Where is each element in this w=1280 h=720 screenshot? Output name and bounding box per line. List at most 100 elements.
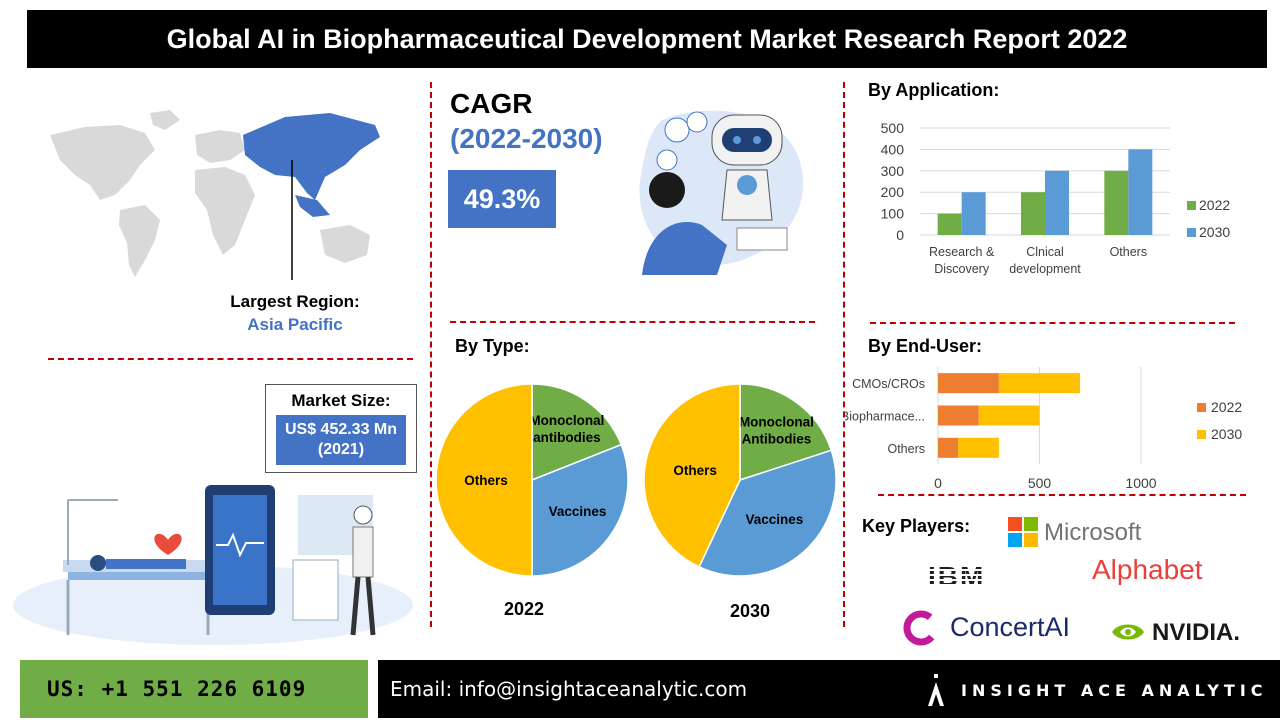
app-legend-swatch: [1187, 201, 1196, 210]
enduser-legend-swatch: [1197, 430, 1206, 439]
enduser-bar: [938, 373, 999, 394]
enduser-legend-swatch: [1197, 403, 1206, 412]
footer-phone[interactable]: US: +1 551 226 6109: [47, 677, 307, 701]
end-user-bar-chart: 0 500 1000 CMOs/CROs Biopharmace... Others 202…: [845, 367, 1242, 491]
app-y-tick-label: 0: [896, 227, 904, 243]
market-size-value-box: US$ 452.33 Mn (2021): [276, 415, 406, 465]
microsoft-squares-icon: [1008, 517, 1038, 547]
pie-slice: [698, 449, 837, 577]
pie-slice-label: Vaccines: [549, 504, 607, 519]
largest-region-value: Asia Pacific: [247, 315, 343, 334]
enduser-bar: [938, 437, 959, 458]
nvidia-name: NVIDIA.: [1152, 619, 1241, 646]
page-title: Global AI in Biopharmaceutical Developme…: [166, 24, 1128, 54]
concertai-logo: ConcertAI: [902, 609, 1092, 647]
app-y-tick-label: 500: [881, 120, 905, 136]
by-end-user-title: By End-User:: [868, 336, 983, 356]
hospital-illustration: [13, 485, 413, 645]
app-legend-swatch: [1187, 228, 1196, 237]
enduser-legend-label: 2030: [1211, 426, 1242, 442]
divider-vertical-left: [430, 82, 432, 627]
enduser-x-tick-label: 1000: [1125, 475, 1156, 491]
world-map: [50, 110, 380, 280]
pie-slice: [643, 383, 741, 568]
app-bar: [1045, 170, 1069, 235]
app-bar: [961, 192, 986, 235]
cagr-period: (2022-2030): [450, 123, 603, 154]
enduser-y-tick-label: Others: [887, 442, 925, 456]
footer-brand: INSIGHT ACE ANALYTIC: [961, 681, 1268, 700]
enduser-bar: [978, 405, 1040, 426]
cagr-label: CAGR: [450, 88, 533, 119]
concertai-c-icon: [903, 610, 939, 646]
footer-email[interactable]: Email: info@insightaceanalytic.com: [390, 677, 748, 701]
microsoft-name: Microsoft: [1044, 519, 1142, 546]
app-bar: [1128, 149, 1153, 235]
pie-slice-label: Others: [673, 463, 717, 478]
app-x-tick-label: Research &: [929, 245, 995, 259]
app-bar: [1021, 192, 1045, 235]
market-size-card: Market Size: US$ 452.33 Mn (2021): [265, 384, 417, 473]
application-bar-chart: 0 100 200 300 400 500 Research & Discovery Clnic…: [881, 120, 1231, 276]
pie-slice-label: Monoclonal: [739, 414, 814, 429]
pie-slice: [531, 383, 623, 482]
app-x-tick-label: Others: [1110, 245, 1148, 259]
pie-slice: [435, 383, 533, 577]
ai-robot-illustration: [639, 110, 804, 275]
app-bar: [937, 213, 962, 235]
app-y-tick-label: 300: [881, 163, 905, 179]
enduser-bar: [958, 437, 999, 458]
app-legend-label: 2022: [1199, 197, 1230, 213]
pie-slice: [739, 383, 833, 482]
insightace-logo-icon: [928, 674, 944, 706]
app-legend-label: 2030: [1199, 224, 1230, 240]
pie-slice-label: Vaccines: [745, 512, 803, 527]
app-y-tick-label: 400: [881, 141, 905, 157]
pie-year-2022: 2022: [503, 599, 545, 619]
largest-region-label: Largest Region:: [230, 292, 360, 311]
app-x-tick-label: Discovery: [934, 262, 990, 276]
app-x-tick-label: Clnical: [1026, 245, 1064, 259]
nvidia-logo: NVIDIA.: [1110, 617, 1260, 647]
footer-phone-bar: US: +1 551 226 6109: [20, 660, 368, 718]
enduser-bar: [998, 373, 1081, 394]
cagr-value-box: 49.3%: [448, 170, 556, 228]
divider-right-top: [870, 322, 1235, 324]
pie-year-2030: 2030: [729, 601, 771, 621]
app-x-tick-label: development: [1009, 262, 1081, 276]
concertai-name: ConcertAI: [950, 612, 1071, 642]
app-y-tick-label: 200: [881, 184, 905, 200]
enduser-x-tick-label: 0: [934, 475, 942, 491]
header-bar: Global AI in Biopharmaceutical Developme…: [27, 10, 1267, 68]
alphabet-name: Alphabet: [1092, 554, 1203, 585]
divider-right-bottom: [878, 494, 1246, 496]
alphabet-logo: Alphabet: [1092, 554, 1232, 590]
divider-middle: [450, 321, 815, 323]
divider-left: [48, 358, 413, 360]
type-pie-chart-2022: Monoclonal antibodies Vaccines Others: [435, 383, 629, 577]
app-y-tick-label: 100: [881, 206, 905, 222]
nvidia-eye-icon: [1112, 624, 1144, 640]
pie-slice-label: antibodies: [533, 430, 601, 445]
ibm-logo: IBM: [928, 561, 1003, 593]
enduser-x-tick-label: 500: [1028, 475, 1052, 491]
by-type-title: By Type:: [455, 336, 530, 356]
app-bar: [1104, 170, 1129, 235]
pie-slice-label: Antibodies: [742, 431, 812, 446]
pie-slice-label: Monoclonal: [529, 413, 604, 428]
microsoft-logo: Microsoft: [1008, 517, 1148, 549]
pie-slice-label: Others: [464, 473, 508, 488]
ibm-name: IBM: [928, 561, 986, 592]
by-application-title: By Application:: [868, 80, 1000, 100]
enduser-legend-label: 2022: [1211, 399, 1242, 415]
market-size-value: US$ 452.33 Mn (2021): [284, 421, 398, 458]
key-players-title: Key Players:: [862, 516, 971, 536]
divider-vertical-right: [843, 82, 845, 627]
enduser-y-tick-label: Biopharmace...: [845, 410, 925, 424]
pie-slice: [531, 443, 629, 577]
footer-email-bar: Email: info@insightaceanalytic.com INSIG…: [378, 660, 1280, 718]
cagr-value: 49.3%: [463, 184, 541, 214]
type-pie-chart-2030: Monoclonal Antibodies Vaccines Others: [643, 383, 837, 577]
enduser-bar: [938, 405, 979, 426]
enduser-y-tick-label: CMOs/CROs: [852, 377, 925, 391]
